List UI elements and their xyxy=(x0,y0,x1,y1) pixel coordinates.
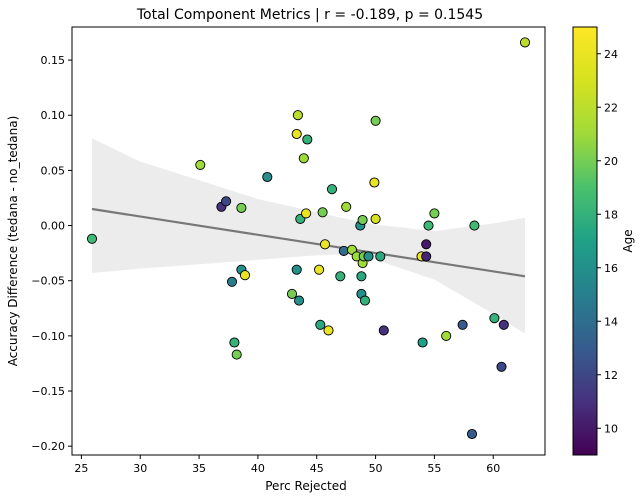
scatter-points xyxy=(86,37,531,440)
y-tick-label: 0.10 xyxy=(41,109,66,122)
data-point xyxy=(489,313,500,324)
colorbar-tick-label: 18 xyxy=(604,208,618,221)
data-point xyxy=(335,271,346,282)
data-point xyxy=(291,128,302,140)
colorbar-tick-label: 12 xyxy=(604,369,618,382)
data-point xyxy=(363,251,374,262)
colorbar-tick-label: 10 xyxy=(604,422,618,435)
colorbar-label: Age xyxy=(621,229,635,252)
data-point xyxy=(239,270,251,281)
regression-line xyxy=(91,207,526,278)
data-point xyxy=(498,319,509,330)
data-point xyxy=(221,196,232,207)
colorbar-gradient xyxy=(572,26,598,456)
data-point xyxy=(369,177,380,188)
data-point xyxy=(421,239,432,250)
data-point xyxy=(231,349,242,360)
data-point xyxy=(229,337,240,348)
plot-area xyxy=(71,26,546,456)
colorbar-tick-label: 16 xyxy=(604,262,618,275)
y-tick-label: −0.05 xyxy=(31,275,65,288)
y-tick-label: 0.15 xyxy=(41,54,66,67)
data-point xyxy=(315,319,326,330)
colorbar-tick-label: 14 xyxy=(604,315,618,328)
data-point xyxy=(378,325,389,336)
data-point xyxy=(294,295,305,306)
colorbar-tick-label: 20 xyxy=(604,155,618,168)
colorbar-tick-label: 22 xyxy=(604,101,618,114)
x-tick-label: 25 xyxy=(74,462,88,475)
chart-title: Total Component Metrics | r = -0.189, p … xyxy=(136,7,483,23)
data-point xyxy=(457,319,468,330)
colorbar-ticks: 10 12 14 16 18 20 22 24 xyxy=(597,48,618,435)
data-point xyxy=(298,153,309,164)
data-point xyxy=(496,361,507,372)
data-point xyxy=(338,245,349,256)
data-point xyxy=(319,239,331,250)
y-tick-label: 0.00 xyxy=(41,220,66,233)
colorbar-tick-label: 24 xyxy=(604,48,618,61)
data-point xyxy=(262,171,273,183)
data-point xyxy=(195,159,206,170)
x-tick-label: 45 xyxy=(310,462,324,475)
data-point xyxy=(292,110,303,121)
y-tick-label: 0.05 xyxy=(41,164,66,177)
y-tick-label: −0.15 xyxy=(31,385,65,398)
y-tick-label: −0.20 xyxy=(31,440,65,453)
data-point xyxy=(86,233,98,244)
data-point xyxy=(441,330,452,341)
data-point xyxy=(226,276,238,287)
x-tick-label: 50 xyxy=(369,462,383,475)
data-point xyxy=(469,220,480,231)
data-point xyxy=(302,134,313,145)
data-point xyxy=(370,115,381,126)
x-tick-label: 60 xyxy=(486,462,500,475)
data-point xyxy=(417,337,428,348)
confidence-band xyxy=(92,138,525,334)
y-tick-label: −0.10 xyxy=(31,330,65,343)
x-tick-label: 35 xyxy=(192,462,206,475)
plot-frame xyxy=(71,26,546,456)
data-point xyxy=(519,37,531,48)
data-point xyxy=(301,208,312,219)
data-point xyxy=(314,264,325,275)
data-point xyxy=(356,271,367,282)
data-point xyxy=(423,220,434,231)
data-point xyxy=(421,251,432,262)
data-point xyxy=(323,325,334,336)
data-point xyxy=(326,184,338,195)
data-point xyxy=(375,251,386,262)
data-point xyxy=(286,288,298,299)
y-axis-label: Accuracy Difference (tedana - no_tedana) xyxy=(6,116,20,367)
x-axis-label: Perc Rejected xyxy=(265,479,346,493)
data-point xyxy=(341,201,352,212)
data-point xyxy=(429,208,440,219)
data-point xyxy=(317,207,328,218)
data-point xyxy=(357,214,368,226)
data-point xyxy=(370,213,381,224)
colorbar: 10 12 14 16 18 20 22 24 Age xyxy=(572,26,635,456)
x-tick-label: 40 xyxy=(251,462,265,475)
data-point xyxy=(359,295,371,306)
data-point xyxy=(466,428,478,440)
x-tick-label: 55 xyxy=(427,462,441,475)
x-tick-label: 30 xyxy=(133,462,147,475)
data-point xyxy=(236,202,247,213)
data-point xyxy=(291,264,302,275)
x-axis: 25 30 35 40 45 50 55 60 xyxy=(74,455,500,475)
y-axis: −0.20 −0.15 −0.10 −0.05 0.00 0.05 0.10 0.15 xyxy=(31,54,72,453)
